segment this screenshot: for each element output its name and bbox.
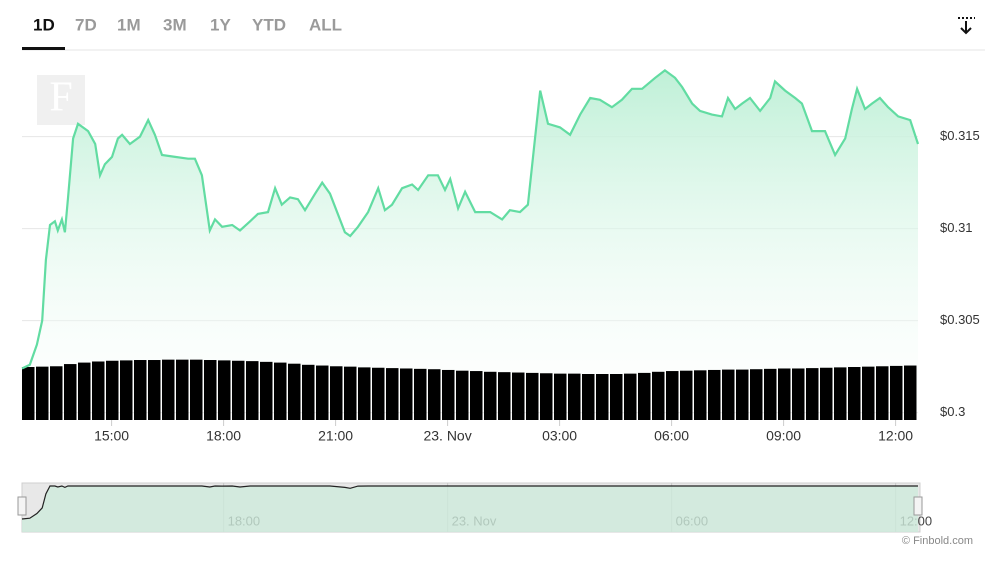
volume-bar: [92, 361, 105, 420]
navigator-area: [22, 486, 918, 532]
volume-bar: [456, 370, 469, 420]
tab-underline: [22, 47, 65, 50]
volume-bar: [792, 368, 805, 420]
tab[interactable]: YTD: [252, 15, 286, 34]
volume-bar: [316, 365, 329, 420]
watermark-letter: F: [49, 75, 72, 121]
volume-bar: [344, 366, 357, 420]
volume-bar: [820, 367, 833, 420]
x-tick-label: 12:00: [878, 428, 913, 444]
volume-bar: [526, 372, 539, 420]
watermark-logo: [37, 75, 85, 125]
volume-bar: [330, 366, 343, 420]
volume-bar: [162, 359, 175, 420]
volume-bar: [764, 368, 777, 420]
tab[interactable]: 7D: [75, 15, 97, 34]
volume-bar: [78, 362, 91, 420]
volume-bar: [554, 373, 567, 420]
volume-bar: [904, 365, 917, 420]
volume-bar: [652, 371, 665, 420]
navigator-line: [21, 485, 918, 520]
volume-bar: [400, 368, 413, 420]
volume-bar: [666, 371, 679, 420]
x-tick-label: 09:00: [766, 428, 801, 444]
volume-bar: [414, 368, 427, 420]
tab[interactable]: 1D: [33, 15, 55, 34]
volume-bar: [218, 360, 231, 420]
x-tick-label: 03:00: [542, 428, 577, 444]
volume-bar: [624, 373, 637, 420]
volume-bar: [680, 370, 693, 420]
volume-bar: [806, 368, 819, 420]
volume-bar: [638, 372, 651, 420]
volume-bar: [736, 369, 749, 420]
volume-bar: [372, 367, 385, 420]
x-tick-label: 15:00: [94, 428, 129, 444]
volume-bar: [386, 368, 399, 420]
price-line: [21, 69, 920, 370]
volume-bar: [722, 369, 735, 420]
volume-bar: [862, 366, 875, 420]
volume-bar: [260, 361, 273, 420]
volume-bar: [848, 367, 861, 420]
volume-bar: [568, 373, 581, 420]
volume-bar: [694, 370, 707, 420]
y-tick-label: $0.315: [940, 128, 980, 143]
volume-bar: [64, 364, 77, 420]
tab[interactable]: ALL: [309, 15, 342, 34]
navigator-handle[interactable]: [913, 496, 923, 516]
volume-bar: [232, 360, 245, 420]
volume-bar: [274, 362, 287, 420]
volume-bar: [498, 372, 511, 420]
volume-bar: [708, 369, 721, 420]
download-icon[interactable]: [958, 17, 975, 35]
volume-bar: [582, 374, 595, 420]
credit: © Finbold.com: [902, 535, 973, 547]
volume-bar: [484, 371, 497, 420]
volume-bar: [442, 369, 455, 420]
volume-bar: [176, 359, 189, 420]
y-tick-label: $0.31: [940, 220, 973, 235]
volume-bar: [428, 369, 441, 420]
volume-bar: [120, 360, 133, 420]
x-tick-label: 18:00: [206, 428, 241, 444]
tab[interactable]: 3M: [163, 15, 187, 34]
volume-bar: [778, 368, 791, 420]
volume-bar: [876, 366, 889, 420]
area-fill: [22, 70, 918, 421]
volume-bar: [358, 367, 371, 420]
volume-bar: [288, 363, 301, 420]
volume-bar: [470, 371, 483, 420]
volume-bar: [190, 359, 203, 420]
volume-bar: [512, 372, 525, 420]
volume-bar: [890, 365, 903, 420]
y-tick-label: $0.305: [940, 312, 980, 327]
volume-bar: [204, 360, 217, 420]
volume-bar: [148, 360, 161, 420]
y-tick-label: $0.3: [940, 404, 965, 419]
volume-bar: [106, 360, 119, 420]
volume-bar: [246, 361, 259, 420]
tab[interactable]: 1M: [117, 15, 141, 34]
navigator-handle[interactable]: [17, 496, 27, 516]
volume-bar: [610, 374, 623, 420]
tab[interactable]: 1Y: [210, 15, 231, 34]
volume-bar: [302, 364, 315, 420]
volume-bar: [134, 360, 147, 420]
volume-bar: [22, 367, 35, 420]
volume-bar: [596, 374, 609, 420]
x-tick-label: 21:00: [318, 428, 353, 444]
x-tick-label: 23. Nov: [423, 428, 471, 444]
volume-bar: [834, 367, 847, 420]
volume-bar: [50, 366, 63, 420]
volume-bar: [36, 366, 49, 420]
volume-bar: [750, 369, 763, 420]
volume-bar: [540, 373, 553, 420]
x-tick-label: 06:00: [654, 428, 689, 444]
